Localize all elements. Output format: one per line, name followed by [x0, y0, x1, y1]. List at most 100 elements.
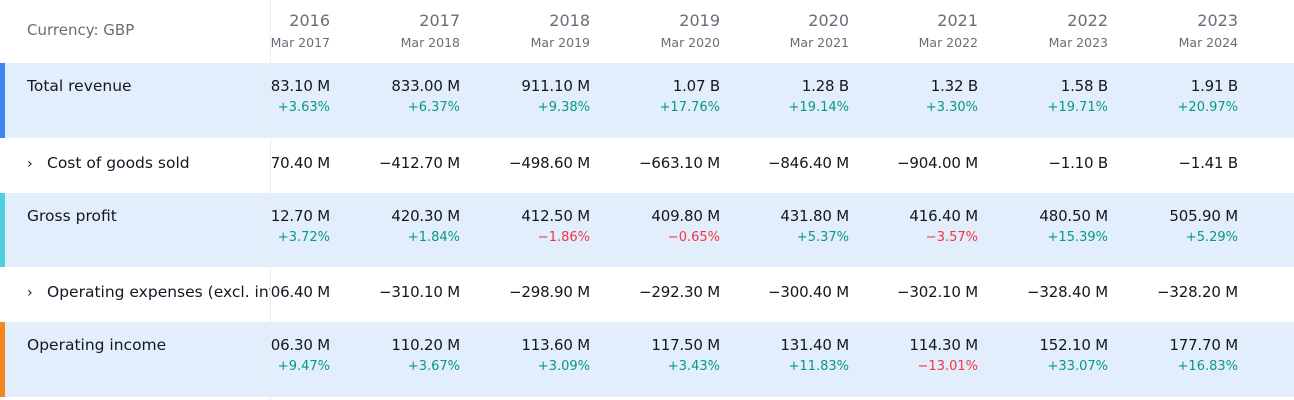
- value: 783.10 M: [261, 77, 330, 95]
- value-cell: 1.07 B +17.76%: [594, 77, 721, 115]
- sticky-column-divider: [270, 0, 271, 400]
- value-cell: 114.30 M −13.01%: [852, 336, 978, 374]
- value: 131.40 M: [780, 336, 849, 354]
- row-accent-bar: [0, 322, 5, 397]
- yoy-change: +5.29%: [1185, 230, 1238, 245]
- value: −302.10 M: [897, 283, 978, 301]
- fiscal-year: 2018: [549, 11, 590, 30]
- value-cell: 783.10 M +3.63%: [204, 77, 330, 115]
- fiscal-year: 2016: [289, 11, 330, 30]
- value-cell: −328.40 M: [982, 283, 1108, 301]
- value-cell: 1.32 B +3.30%: [852, 77, 978, 115]
- value: −846.40 M: [768, 154, 849, 172]
- yoy-change: +9.47%: [277, 359, 330, 374]
- yoy-change: −13.01%: [917, 359, 978, 374]
- table-row[interactable]: −306.40 M −310.10 M −298.90 M −292.30 M −300…: [0, 267, 1294, 322]
- value: 431.80 M: [780, 207, 849, 225]
- value-cell: 152.10 M +33.07%: [982, 336, 1108, 374]
- yoy-change: +17.76%: [659, 100, 720, 115]
- value-cell: 113.60 M +3.09%: [464, 336, 590, 374]
- value: 409.80 M: [651, 207, 720, 225]
- chevron-right-icon[interactable]: ›: [27, 156, 33, 172]
- column-header-2020: 2020 Mar 2021: [723, 11, 849, 50]
- value-cell: 106.30 M +9.47%: [204, 336, 330, 374]
- value: 1.91 B: [1190, 77, 1238, 95]
- yoy-change: +3.67%: [407, 359, 460, 374]
- value-cell: 117.50 M +3.43%: [594, 336, 720, 374]
- value: 1.58 B: [1060, 77, 1108, 95]
- row-label-text: Total revenue: [27, 77, 132, 95]
- value-cell: 480.50 M +15.39%: [982, 207, 1108, 245]
- value-cell: −1.41 B: [1112, 154, 1238, 172]
- column-header-2022: 2022 Mar 2023: [982, 11, 1108, 50]
- value: 110.20 M: [391, 336, 460, 354]
- value-cell: 1.91 B +20.97%: [1112, 77, 1239, 115]
- row-label[interactable]: › Cost of goods sold: [27, 154, 270, 172]
- value-cell: 431.80 M +5.37%: [723, 207, 849, 245]
- fiscal-year: 2021: [937, 11, 978, 30]
- yoy-change: −1.86%: [537, 230, 590, 245]
- value: −328.40 M: [1027, 283, 1108, 301]
- value: 152.10 M: [1039, 336, 1108, 354]
- row-label-text: Cost of goods sold: [47, 154, 190, 172]
- table-header: Currency: GBP 2016 Mar 2017 2017 Mar 2018 20…: [0, 0, 1294, 63]
- value: 911.10 M: [521, 77, 590, 95]
- value: −328.20 M: [1157, 283, 1238, 301]
- value-cell: −412.70 M: [334, 154, 460, 172]
- period-end: Mar 2018: [400, 35, 460, 50]
- value: 114.30 M: [909, 336, 978, 354]
- row-label-text: Operating income: [27, 336, 167, 354]
- value-cell: −328.20 M: [1112, 283, 1238, 301]
- yoy-change: +15.39%: [1047, 230, 1108, 245]
- value-cell: 1.28 B +19.14%: [723, 77, 850, 115]
- value-cell: −292.30 M: [594, 283, 720, 301]
- value: 480.50 M: [1039, 207, 1108, 225]
- value: 412.70 M: [261, 207, 330, 225]
- value-cell: −310.10 M: [334, 283, 460, 301]
- row-label: Total revenue: [27, 77, 270, 95]
- value-cell: −663.10 M: [594, 154, 720, 172]
- value: −1.10 B: [1048, 154, 1108, 172]
- row-label-cell: Operating income: [0, 322, 270, 397]
- row-label-cell[interactable]: › Operating expenses (excl. interest): [0, 267, 270, 322]
- value-cell: 1.58 B +19.71%: [982, 77, 1109, 115]
- value: −412.70 M: [379, 154, 460, 172]
- value-cell: 409.80 M −0.65%: [594, 207, 720, 245]
- value-cell: 412.50 M −1.86%: [464, 207, 590, 245]
- yoy-change: +3.09%: [537, 359, 590, 374]
- column-header-2017: 2017 Mar 2018: [334, 11, 460, 50]
- value-cell: −298.90 M: [464, 283, 590, 301]
- value: 412.50 M: [521, 207, 590, 225]
- column-header-2018: 2018 Mar 2019: [464, 11, 590, 50]
- row-label-cell[interactable]: › Cost of goods sold: [0, 138, 270, 193]
- yoy-change: +6.37%: [407, 100, 460, 115]
- value: −292.30 M: [639, 283, 720, 301]
- chevron-right-icon[interactable]: ›: [27, 285, 33, 301]
- yoy-change: +19.14%: [788, 100, 849, 115]
- value: 177.70 M: [1169, 336, 1238, 354]
- yoy-change: +3.30%: [925, 100, 978, 115]
- table-row[interactable]: −370.40 M −412.70 M −498.60 M −663.10 M −846…: [0, 138, 1294, 193]
- yoy-change: +3.72%: [277, 230, 330, 245]
- value-cell: −904.00 M: [852, 154, 978, 172]
- period-end: Mar 2021: [789, 35, 849, 50]
- yoy-change: +1.84%: [407, 230, 460, 245]
- period-end: Mar 2024: [1178, 35, 1238, 50]
- row-label-text: Operating expenses (excl. interest): [47, 283, 270, 301]
- value-cell: 833.00 M +6.37%: [334, 77, 460, 115]
- yoy-change: +20.97%: [1177, 100, 1238, 115]
- value-cell: −300.40 M: [723, 283, 849, 301]
- value: −663.10 M: [639, 154, 720, 172]
- value-cell: 420.30 M +1.84%: [334, 207, 460, 245]
- row-label[interactable]: › Operating expenses (excl. interest): [27, 283, 270, 301]
- value: 1.32 B: [930, 77, 978, 95]
- value: 420.30 M: [391, 207, 460, 225]
- value: −498.60 M: [509, 154, 590, 172]
- value-cell: −1.10 B: [982, 154, 1108, 172]
- yoy-change: +5.37%: [796, 230, 849, 245]
- currency-label: Currency: GBP: [27, 21, 135, 39]
- value-cell: 177.70 M +16.83%: [1112, 336, 1238, 374]
- table-row: 106.30 M +9.47% 110.20 M +3.67% 113.60 M +3.0…: [0, 322, 1294, 397]
- yoy-change: +3.63%: [277, 100, 330, 115]
- yoy-change: +16.83%: [1177, 359, 1238, 374]
